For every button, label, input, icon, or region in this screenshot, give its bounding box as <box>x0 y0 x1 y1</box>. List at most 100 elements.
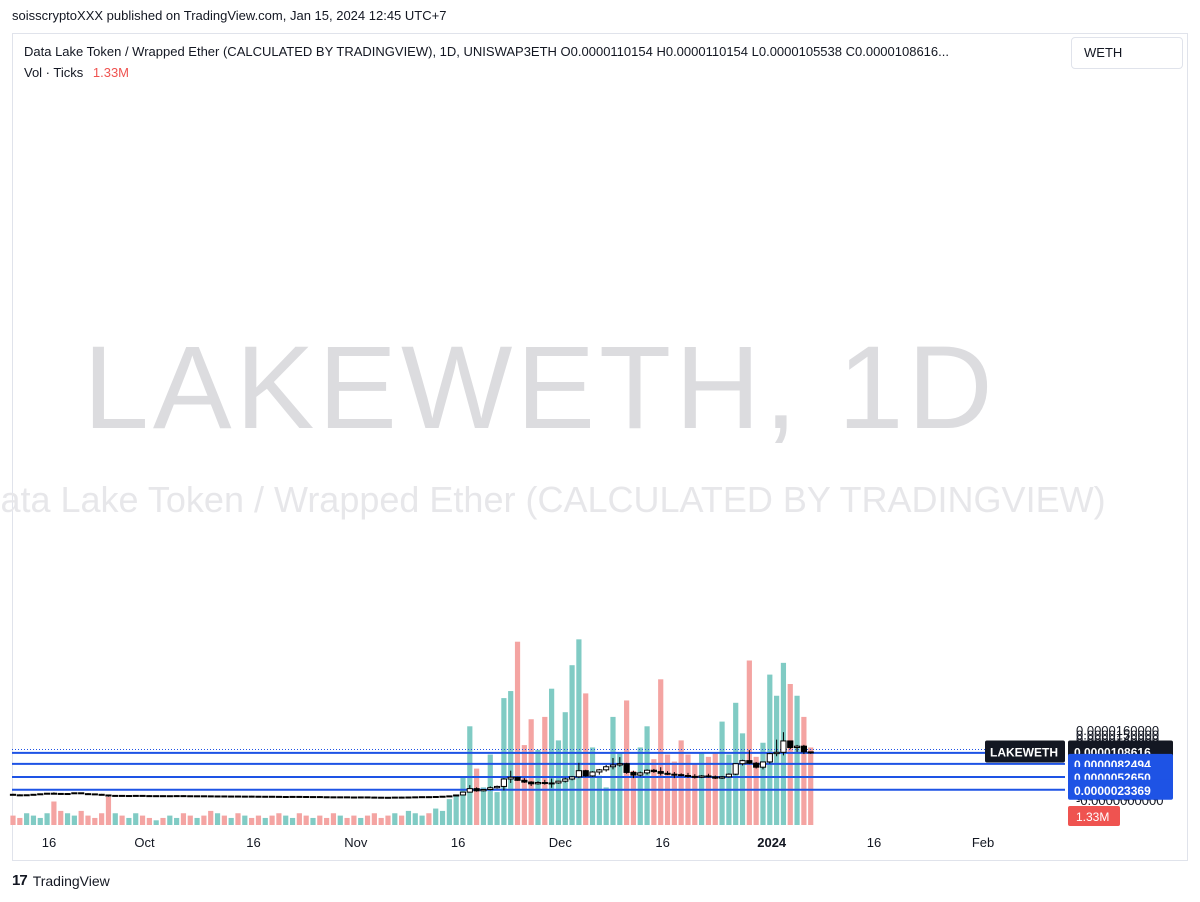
volume-bar <box>617 752 623 825</box>
volume-bar <box>330 813 337 825</box>
volume-bar <box>30 815 37 825</box>
candle-body <box>378 796 385 799</box>
volume-bar <box>808 747 814 825</box>
volume-bar <box>105 796 112 825</box>
time-axis[interactable]: 16 Oct 16 Nov 16 Dec 16 2024 16 Feb <box>42 835 995 850</box>
candle-body <box>630 771 637 776</box>
candle-body <box>412 796 419 799</box>
candle-body <box>98 793 105 796</box>
volume-bar <box>324 817 330 825</box>
volume-bar <box>767 674 773 825</box>
watermark: LAKEWETH, 1D Data Lake Token / Wrapped E… <box>0 322 1106 520</box>
candle-body <box>418 796 426 799</box>
x-tick-label: 2024 <box>757 835 787 850</box>
volume-bar <box>44 813 50 825</box>
candle-body <box>453 794 460 797</box>
volume-bar <box>249 817 255 825</box>
y-tick-label: 0.0000160000 <box>1076 723 1159 738</box>
volume-bar <box>630 770 637 825</box>
candle-body <box>350 796 357 799</box>
volume-bar <box>160 817 166 825</box>
candle-body <box>23 794 30 797</box>
line-price-badge <box>1068 779 1173 800</box>
candle-body <box>562 778 569 782</box>
candle-body <box>234 795 242 798</box>
volume-bar <box>242 815 248 825</box>
candle-body <box>678 774 685 777</box>
candle-body <box>528 781 535 785</box>
candle-body <box>78 792 85 795</box>
candle-body <box>384 796 392 799</box>
volume-bar <box>576 639 582 825</box>
volume-legend[interactable]: Vol · Ticks 1.33M <box>24 65 129 80</box>
candle-body <box>84 793 92 796</box>
candle-body <box>480 789 487 792</box>
volume-bar <box>119 815 125 825</box>
volume-bar <box>774 695 780 825</box>
candle-body <box>228 795 235 798</box>
volume-bar <box>99 813 105 825</box>
candle-body <box>50 792 58 795</box>
candle-body <box>664 772 671 775</box>
tradingview-brand: TradingView <box>32 872 110 889</box>
x-tick-label: 16 <box>867 835 881 850</box>
volume-bar <box>221 815 227 825</box>
candle-body <box>214 795 221 798</box>
y-tick-label: 0.0000150000 <box>1076 727 1159 742</box>
volume-bar <box>37 817 43 825</box>
candle-body <box>166 795 173 798</box>
candle-body <box>439 795 446 798</box>
volume-bar <box>167 815 173 825</box>
candle-body <box>125 795 133 798</box>
x-tick-label: Feb <box>972 835 994 850</box>
candle-body <box>541 782 548 784</box>
candle-body <box>732 763 739 775</box>
volume-bar <box>699 752 705 825</box>
currency-button[interactable]: WETH <box>1071 37 1183 69</box>
volume-bar <box>364 815 371 825</box>
volume-bar <box>262 817 268 825</box>
horizontal-lines[interactable] <box>12 748 1065 791</box>
chart-frame <box>12 33 1188 861</box>
volume-bar <box>303 815 309 825</box>
candle-body <box>493 785 501 789</box>
volume-value: 1.33M <box>92 65 130 80</box>
volume-bar <box>453 794 459 825</box>
candle-body <box>118 794 126 797</box>
candle-body <box>718 776 726 779</box>
symbol-legend[interactable]: Data Lake Token / Wrapped Ether (CALCULA… <box>24 44 949 59</box>
candle-body <box>725 773 732 778</box>
candle-body <box>357 796 364 799</box>
candle-body <box>193 795 201 798</box>
candle-body <box>405 796 412 799</box>
volume-bar <box>276 813 282 825</box>
candle-body <box>337 796 344 799</box>
volume-bar <box>405 810 412 825</box>
x-tick-label: 16 <box>42 835 56 850</box>
volume-bar <box>310 817 316 825</box>
candle-body <box>371 796 378 799</box>
candle-body <box>91 793 98 796</box>
candle-body <box>398 796 405 799</box>
volume-bar <box>51 801 57 825</box>
candle-body <box>466 788 473 793</box>
footer[interactable]: 17 TradingView <box>12 872 110 889</box>
volume-bar <box>358 817 364 825</box>
candle-body <box>282 796 289 798</box>
volume-bar <box>180 813 187 825</box>
candle-body <box>275 795 283 798</box>
candle-body <box>698 775 705 778</box>
volume-bar <box>126 817 132 825</box>
volume-bar <box>419 815 425 825</box>
volume-bar <box>671 761 677 825</box>
watermark-symbol: LAKEWETH, 1D <box>83 322 997 454</box>
candle-body <box>739 760 746 765</box>
volume-bar <box>412 813 418 825</box>
candle-body <box>71 792 78 795</box>
volume-bar <box>344 817 350 825</box>
volume-bar <box>624 700 630 825</box>
candle-body <box>200 795 208 798</box>
candle-body <box>787 740 794 748</box>
volume-bar <box>753 756 759 825</box>
